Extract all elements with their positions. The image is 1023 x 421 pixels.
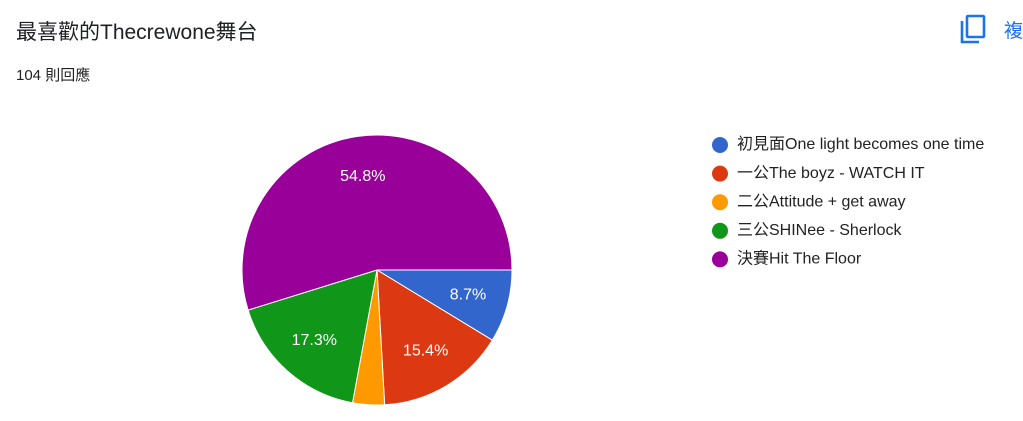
response-count: 104 則回應 xyxy=(16,67,91,84)
question-title: 最喜歡的Thecrewone舞台 xyxy=(16,21,258,44)
slice-label: 17.3% xyxy=(292,332,337,349)
legend-label: 二公Attitude + get away xyxy=(737,193,906,210)
pie-slice xyxy=(376,269,494,406)
slice-label: 15.4% xyxy=(403,342,448,359)
legend-swatch xyxy=(712,251,728,268)
legend-label: 初見面One light becomes one time xyxy=(737,135,984,153)
legend-label: 決賽Hit The Floor xyxy=(737,249,862,268)
slice-label: 8.7% xyxy=(450,287,486,304)
pie-slice xyxy=(247,269,378,404)
legend-swatch xyxy=(712,165,728,182)
legend-label: 一公The boyz - WATCH IT xyxy=(737,165,925,182)
legend-label: 三公SHINee - Sherlock xyxy=(737,222,902,239)
legend-swatch xyxy=(712,222,728,239)
legend-swatch xyxy=(712,137,728,153)
legend-swatch xyxy=(712,194,728,211)
copy-label[interactable]: 複 xyxy=(1004,20,1023,42)
copy-icon xyxy=(960,14,986,44)
pie-slice xyxy=(241,134,513,311)
slice-label: 54.8% xyxy=(340,168,385,185)
copy-button[interactable]: 複 xyxy=(960,12,1023,46)
